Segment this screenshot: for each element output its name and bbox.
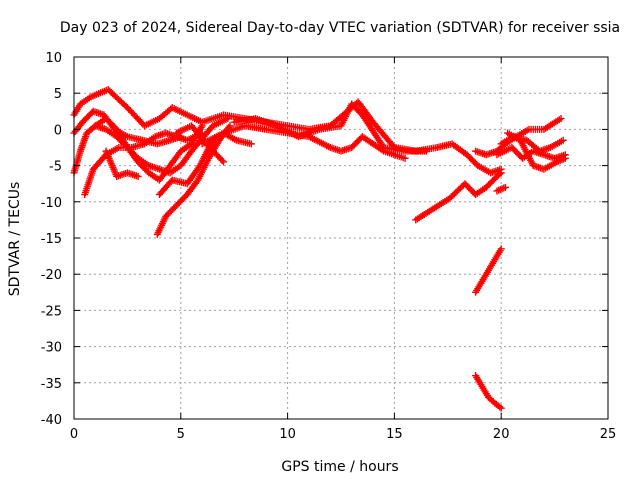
- y-tick-label: -40: [41, 413, 62, 428]
- x-tick-label: 0: [70, 427, 78, 442]
- x-tick-label: 5: [177, 427, 185, 442]
- y-tick-label: -10: [41, 196, 62, 211]
- x-tick-label: 20: [493, 427, 510, 442]
- data-point: [501, 183, 509, 191]
- y-tick-label: -30: [41, 341, 62, 356]
- y-tick-label: -5: [49, 160, 62, 175]
- data-point: [557, 115, 565, 123]
- data-point: [220, 158, 228, 166]
- chart-title: Day 023 of 2024, Sidereal Day-to-day VTE…: [60, 20, 620, 36]
- data-point: [422, 147, 430, 155]
- data-series-track-6: [102, 147, 142, 180]
- x-axis-label: GPS time / hours: [281, 459, 398, 475]
- y-tick-label: 10: [45, 51, 62, 66]
- x-tick-label: 15: [386, 427, 403, 442]
- data-series-track-12: [412, 169, 505, 224]
- data-series-track-20: [472, 372, 505, 412]
- data-series-track-18: [493, 183, 509, 195]
- data-series-track-17: [504, 129, 569, 173]
- data-point: [497, 404, 505, 412]
- data-point: [198, 122, 206, 130]
- data-point: [497, 245, 505, 253]
- data-series-track-19: [472, 245, 505, 296]
- y-tick-label: -15: [41, 232, 62, 247]
- y-tick-label: 0: [54, 123, 62, 138]
- data-point: [224, 115, 232, 123]
- y-axis-label: SDTVAR / TECUs: [7, 182, 23, 297]
- data-marker: [496, 403, 504, 411]
- y-tick-label: -25: [41, 304, 62, 319]
- data-marker: [218, 156, 226, 164]
- x-tick-label: 10: [279, 427, 296, 442]
- data-point: [134, 172, 142, 180]
- y-tick-label: -35: [41, 377, 62, 392]
- data-series-track-9: [173, 122, 228, 166]
- axis-ticks: 0 5 10 15 20 25 10 5 0 -5 -10 -15 -20 -25 -30 -35 -40: [41, 51, 617, 442]
- data-point: [401, 154, 409, 162]
- data-point: [497, 165, 505, 173]
- grid: [74, 57, 608, 419]
- x-tick-label: 25: [600, 427, 617, 442]
- plot-area: [70, 86, 569, 412]
- data-series-track-13: [433, 140, 505, 177]
- data-point: [561, 154, 569, 162]
- y-tick-label: 5: [54, 87, 62, 102]
- y-tick-label: -20: [41, 268, 62, 283]
- data-point: [559, 136, 567, 144]
- data-point: [247, 140, 255, 148]
- data-series-track-11: [230, 100, 430, 155]
